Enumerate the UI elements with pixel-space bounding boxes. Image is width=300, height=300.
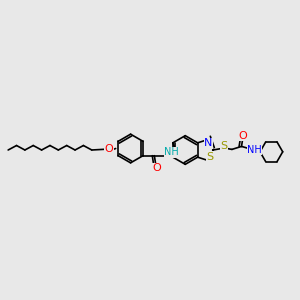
Text: NH: NH: [247, 145, 262, 155]
Text: O: O: [152, 163, 161, 173]
Text: N: N: [204, 138, 213, 148]
Text: S: S: [206, 152, 213, 162]
Text: S: S: [220, 141, 227, 151]
Text: O: O: [238, 131, 247, 141]
Text: NH: NH: [164, 147, 179, 157]
Text: O: O: [105, 144, 113, 154]
